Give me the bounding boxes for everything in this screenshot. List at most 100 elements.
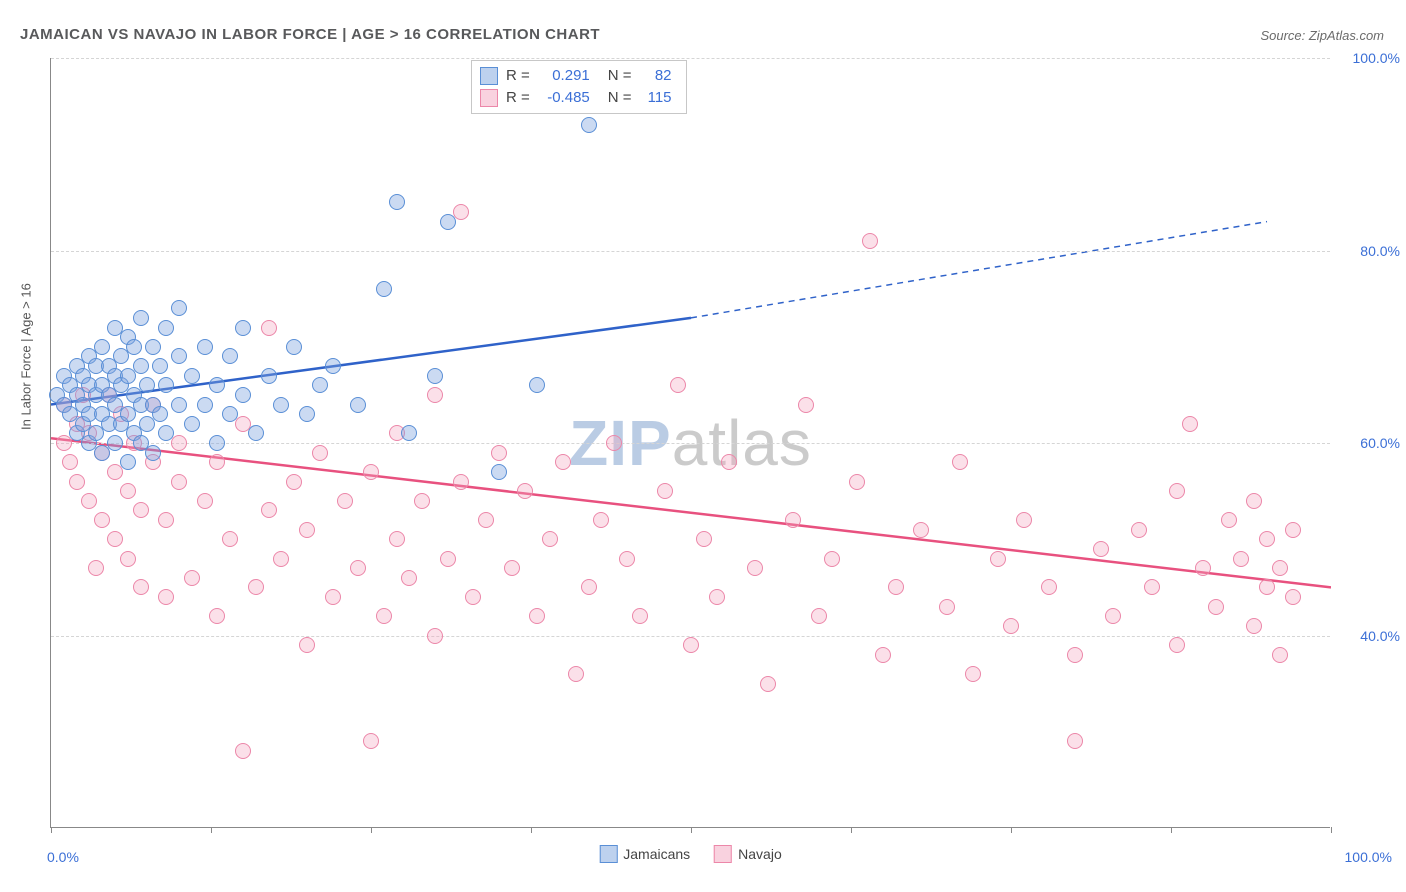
scatter-point bbox=[1169, 483, 1185, 499]
stats-legend: R = 0.291 N = 82 R = -0.485 N = 115 bbox=[471, 60, 687, 114]
scatter-point bbox=[133, 579, 149, 595]
x-tick bbox=[1011, 827, 1012, 833]
scatter-point bbox=[414, 493, 430, 509]
scatter-point bbox=[1169, 637, 1185, 653]
scatter-point bbox=[145, 339, 161, 355]
scatter-point bbox=[171, 435, 187, 451]
stats-row-jamaicans: R = 0.291 N = 82 bbox=[480, 65, 672, 87]
scatter-point bbox=[491, 464, 507, 480]
scatter-point bbox=[1003, 618, 1019, 634]
swatch-jamaicans bbox=[599, 845, 617, 863]
scatter-point bbox=[184, 368, 200, 384]
scatter-point bbox=[1246, 618, 1262, 634]
scatter-plot-area: ZIPatlas R = 0.291 N = 82 R = -0.485 N =… bbox=[50, 58, 1330, 828]
scatter-point bbox=[171, 397, 187, 413]
swatch-jamaicans bbox=[480, 67, 498, 85]
scatter-point bbox=[721, 454, 737, 470]
r-label: R = bbox=[506, 65, 530, 87]
scatter-point bbox=[350, 397, 366, 413]
scatter-point bbox=[862, 233, 878, 249]
scatter-point bbox=[478, 512, 494, 528]
scatter-point bbox=[465, 589, 481, 605]
scatter-point bbox=[632, 608, 648, 624]
scatter-point bbox=[683, 637, 699, 653]
scatter-point bbox=[913, 522, 929, 538]
scatter-point bbox=[811, 608, 827, 624]
scatter-point bbox=[760, 676, 776, 692]
scatter-point bbox=[824, 551, 840, 567]
gridline bbox=[51, 58, 1330, 59]
scatter-point bbox=[133, 358, 149, 374]
scatter-point bbox=[440, 551, 456, 567]
trend-line bbox=[691, 222, 1267, 318]
scatter-point bbox=[171, 474, 187, 490]
scatter-point bbox=[785, 512, 801, 528]
scatter-point bbox=[529, 377, 545, 393]
scatter-point bbox=[1272, 647, 1288, 663]
x-tick bbox=[531, 827, 532, 833]
y-tick-label: 60.0% bbox=[1360, 435, 1400, 451]
scatter-point bbox=[209, 435, 225, 451]
scatter-point bbox=[88, 560, 104, 576]
scatter-point bbox=[1221, 512, 1237, 528]
scatter-point bbox=[696, 531, 712, 547]
scatter-point bbox=[94, 512, 110, 528]
scatter-point bbox=[261, 502, 277, 518]
scatter-point bbox=[222, 348, 238, 364]
scatter-point bbox=[158, 425, 174, 441]
gridline bbox=[51, 443, 1330, 444]
scatter-point bbox=[568, 666, 584, 682]
x-tick bbox=[1171, 827, 1172, 833]
scatter-point bbox=[145, 445, 161, 461]
x-axis-max-label: 100.0% bbox=[1345, 849, 1392, 865]
scatter-point bbox=[120, 483, 136, 499]
scatter-point bbox=[401, 425, 417, 441]
scatter-point bbox=[1144, 579, 1160, 595]
scatter-point bbox=[312, 445, 328, 461]
legend-item-jamaicans: Jamaicans bbox=[599, 845, 690, 863]
scatter-point bbox=[299, 406, 315, 422]
n-label: N = bbox=[608, 87, 632, 109]
chart-title: JAMAICAN VS NAVAJO IN LABOR FORCE | AGE … bbox=[20, 26, 600, 43]
scatter-point bbox=[286, 474, 302, 490]
scatter-point bbox=[158, 320, 174, 336]
scatter-point bbox=[504, 560, 520, 576]
scatter-point bbox=[184, 570, 200, 586]
scatter-point bbox=[107, 435, 123, 451]
scatter-point bbox=[133, 502, 149, 518]
scatter-point bbox=[62, 454, 78, 470]
scatter-point bbox=[248, 425, 264, 441]
scatter-point bbox=[158, 589, 174, 605]
scatter-point bbox=[1285, 589, 1301, 605]
scatter-point bbox=[139, 377, 155, 393]
scatter-point bbox=[606, 435, 622, 451]
scatter-point bbox=[542, 531, 558, 547]
scatter-point bbox=[401, 570, 417, 586]
swatch-navajo bbox=[480, 89, 498, 107]
scatter-point bbox=[273, 397, 289, 413]
gridline bbox=[51, 251, 1330, 252]
r-value-navajo: -0.485 bbox=[538, 87, 590, 109]
trend-line bbox=[51, 438, 1331, 587]
scatter-point bbox=[888, 579, 904, 595]
scatter-point bbox=[261, 368, 277, 384]
y-tick-label: 80.0% bbox=[1360, 243, 1400, 259]
scatter-point bbox=[1285, 522, 1301, 538]
x-tick bbox=[371, 827, 372, 833]
scatter-point bbox=[965, 666, 981, 682]
scatter-point bbox=[152, 358, 168, 374]
scatter-point bbox=[197, 339, 213, 355]
scatter-point bbox=[427, 387, 443, 403]
legend-label-navajo: Navajo bbox=[738, 846, 782, 862]
scatter-point bbox=[107, 531, 123, 547]
scatter-point bbox=[69, 474, 85, 490]
scatter-point bbox=[1233, 551, 1249, 567]
scatter-point bbox=[1067, 733, 1083, 749]
scatter-point bbox=[209, 608, 225, 624]
scatter-point bbox=[299, 522, 315, 538]
scatter-point bbox=[325, 358, 341, 374]
x-tick bbox=[51, 827, 52, 833]
scatter-point bbox=[389, 194, 405, 210]
scatter-point bbox=[126, 339, 142, 355]
scatter-point bbox=[171, 348, 187, 364]
